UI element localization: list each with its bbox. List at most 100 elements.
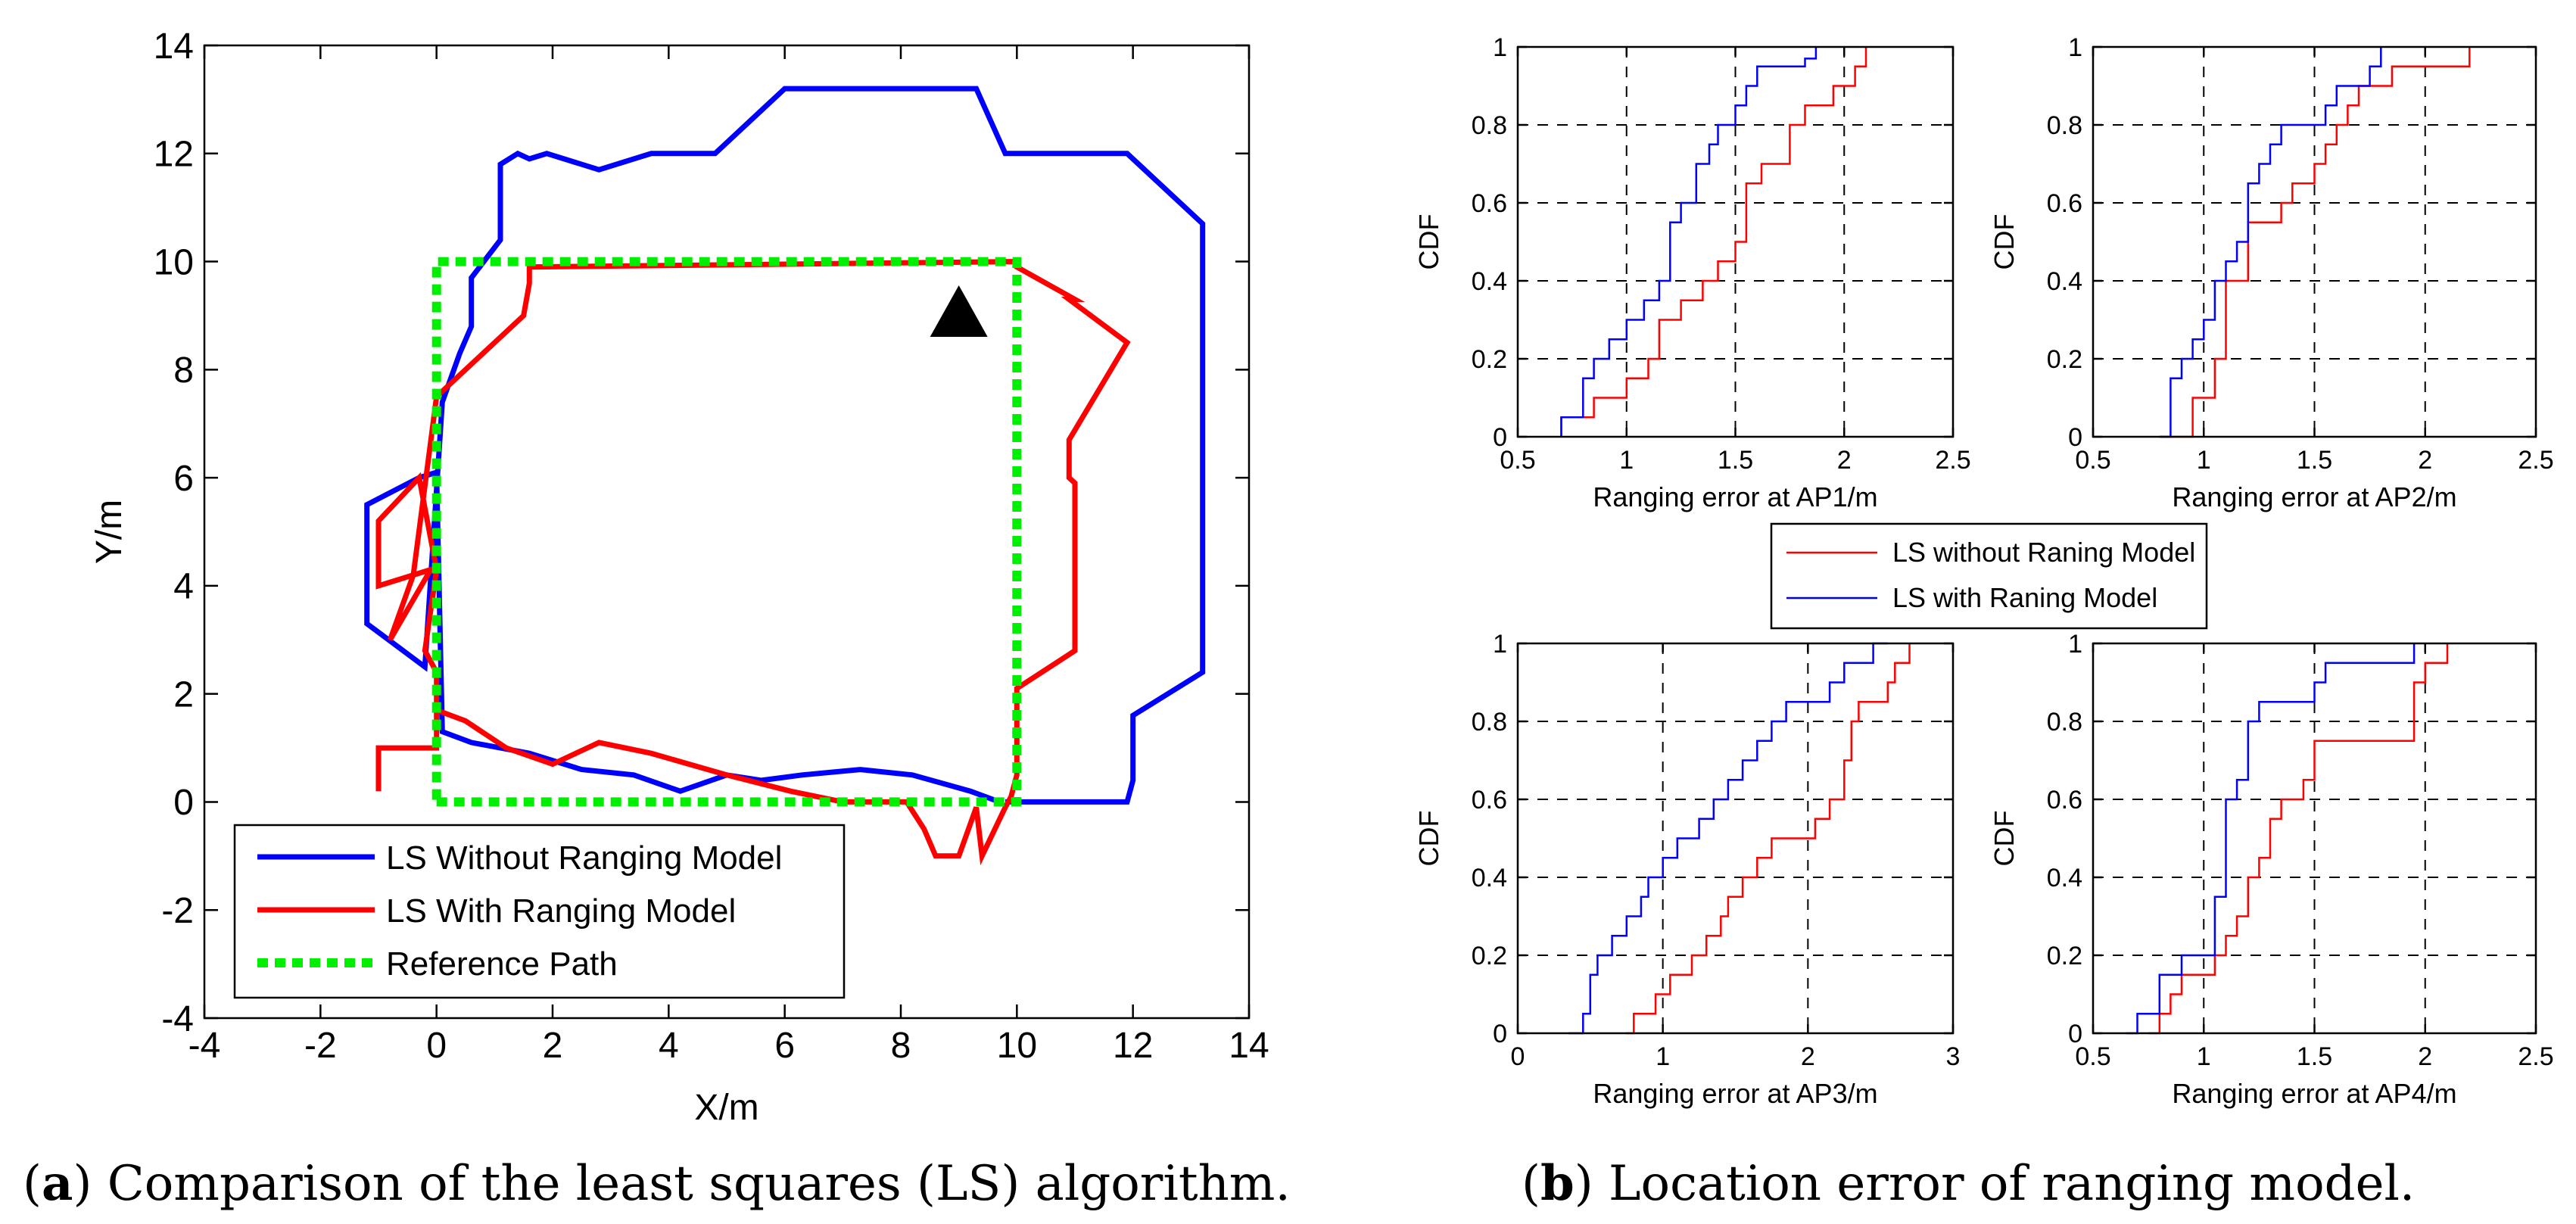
x-tick-label: 1: [1619, 446, 1634, 475]
y-tick-label: 1: [1493, 630, 1507, 659]
y-axis-label: Y/m: [89, 500, 129, 564]
y-tick-label: 0.8: [2047, 708, 2082, 737]
x-axis-label: Ranging error at AP3/m: [1593, 1078, 1877, 1109]
caption-b-text: Location error of ranging model.: [1593, 1156, 2416, 1212]
y-tick-label: 0.6: [1472, 189, 1507, 218]
triangle-marker: [930, 285, 988, 337]
y-tick-label: 4: [173, 567, 194, 607]
x-tick-label: 8: [891, 1026, 911, 1066]
x-tick-label: 1.5: [2297, 446, 2332, 475]
series-line-2: [375, 259, 1131, 866]
y-tick-label: 0.2: [1472, 942, 1507, 970]
y-tick-label: 0.2: [2047, 942, 2082, 970]
y-axis-label: CDF: [1413, 214, 1444, 270]
legend-label: Reference Path: [386, 945, 618, 983]
series-line-3: [431, 257, 1022, 807]
x-axis-label: Ranging error at AP1/m: [1593, 481, 1877, 512]
x-axis-label: Ranging error at AP4/m: [2172, 1078, 2456, 1109]
y-tick-label: 0.4: [2047, 267, 2082, 296]
x-tick-label: 2: [1801, 1042, 1815, 1071]
y-tick-label: 0.2: [1472, 345, 1507, 374]
y-tick-label: 0: [173, 783, 194, 823]
y-tick-label: 0.2: [2047, 345, 2082, 374]
x-tick-label: 6: [774, 1026, 795, 1066]
y-tick-label: 1: [1493, 33, 1507, 62]
cdf-chart-ap3: 0 1 2 3 0 0.2 0.4 0.6 0.8 1 Ranging error at AP3/m…: [1413, 630, 1960, 1109]
axes-box: [203, 44, 1251, 1020]
cdf-legend: LS without Raning Model LS with Raning Mo…: [1770, 522, 2208, 630]
x-tick-label: 0: [426, 1026, 447, 1066]
series-line-2: [2126, 643, 2416, 1035]
y-tick-label: 0.4: [2047, 864, 2082, 892]
x-tick-label: 1.5: [2297, 1042, 2332, 1071]
y-axis-label: CDF: [1989, 214, 2020, 270]
x-tick-label: 2.5: [1935, 446, 1970, 475]
series-line-1: [2148, 643, 2449, 1035]
series-line-2: [2159, 47, 2382, 438]
y-tick-label: 2: [173, 674, 194, 715]
y-tick-label: 12: [154, 135, 194, 175]
cdf-legend-label: LS with Raning Model: [1892, 582, 2157, 613]
y-axis-label: CDF: [1413, 811, 1444, 867]
y-tick-label: 14: [154, 26, 194, 67]
x-tick-label: 3: [1946, 1042, 1961, 1071]
y-tick-label: 1: [2068, 630, 2082, 659]
legend-label: LS Without Ranging Model: [386, 839, 782, 877]
x-tick-label: 1: [2197, 1042, 2211, 1071]
y-tick-label: 6: [173, 459, 194, 499]
x-tick-label: 1.5: [1718, 446, 1753, 475]
y-tick-label: 10: [154, 242, 194, 282]
caption-a-letter: a: [42, 1155, 73, 1212]
caption-a-text: Comparison of the least squares (LS) alg…: [92, 1156, 1290, 1212]
cdf-legend-box: [1770, 522, 2208, 630]
y-tick-label: 0.8: [2047, 111, 2082, 140]
y-tick-label: 0: [1493, 423, 1507, 452]
caption-b-letter: b: [1540, 1155, 1575, 1212]
y-tick-label: 0.6: [1472, 786, 1507, 814]
series-line-1: [2159, 47, 2471, 438]
y-tick-label: 0.8: [1472, 111, 1507, 140]
series-line-2: [1560, 47, 1818, 437]
x-tick-label: 2: [1837, 446, 1852, 475]
axes-box: [1516, 642, 1955, 1035]
x-tick-label: 0.5: [1500, 446, 1535, 475]
x-tick-label: 0: [1511, 1042, 1525, 1071]
x-tick-label: 14: [1229, 1026, 1269, 1066]
x-tick-label: 0.5: [2075, 446, 2110, 475]
cdf-legend-label: LS without Raning Model: [1892, 537, 2195, 568]
y-tick-label: 0.4: [1472, 267, 1507, 296]
caption-b: (b) Location error of ranging model.: [1522, 1155, 2415, 1212]
y-tick-label: 0.6: [2047, 786, 2082, 814]
y-tick-label: 0: [2068, 1020, 2082, 1048]
x-tick-label: 2.5: [2518, 1042, 2553, 1071]
x-tick-label: 1: [2197, 446, 2211, 475]
cdf-chart-ap1: 0.5 1 1.5 2 2.5 0 0.2 0.4 0.6 0.8 1 Ranging error a…: [1413, 33, 1971, 512]
x-tick-label: 2: [2418, 446, 2432, 475]
x-tick-label: 10: [997, 1026, 1037, 1066]
y-axis-label: CDF: [1989, 811, 2020, 867]
cdf-chart-ap4: 0.5 1 1.5 2 2.5 0 0.2 0.4 0.6 0.8 1 Ranging error a…: [1989, 630, 2554, 1109]
y-tick-label: 0.8: [1472, 708, 1507, 737]
x-tick-label: 12: [1113, 1026, 1153, 1066]
x-tick-label: 0.5: [2075, 1042, 2110, 1071]
series-line-1: [364, 86, 1206, 805]
x-tick-label: -2: [304, 1026, 337, 1066]
x-axis-label: Ranging error at AP2/m: [2172, 481, 2456, 512]
series-line-1: [1626, 643, 1911, 1035]
caption-a: (a) Comparison of the least squares (LS)…: [23, 1155, 1291, 1212]
x-tick-label: -4: [188, 1026, 221, 1066]
series-line-1: [1560, 47, 1867, 437]
x-tick-label: 1: [1656, 1042, 1670, 1071]
y-tick-label: -2: [161, 891, 194, 931]
x-tick-label: 2: [543, 1026, 563, 1066]
y-tick-label: 0: [1493, 1020, 1507, 1048]
legend-label: LS With Ranging Model: [386, 892, 736, 930]
series-line-2: [1568, 642, 1888, 1035]
x-tick-label: 4: [659, 1026, 679, 1066]
y-tick-label: 0.4: [1472, 864, 1507, 892]
y-tick-label: 0.6: [2047, 189, 2082, 218]
cdf-chart-ap2: 0.5 1 1.5 2 2.5 0 0.2 0.4 0.6 0.8 1 Ranging error a…: [1989, 33, 2554, 512]
x-axis-label: X/m: [694, 1088, 758, 1128]
x-tick-label: 2.5: [2518, 446, 2553, 475]
